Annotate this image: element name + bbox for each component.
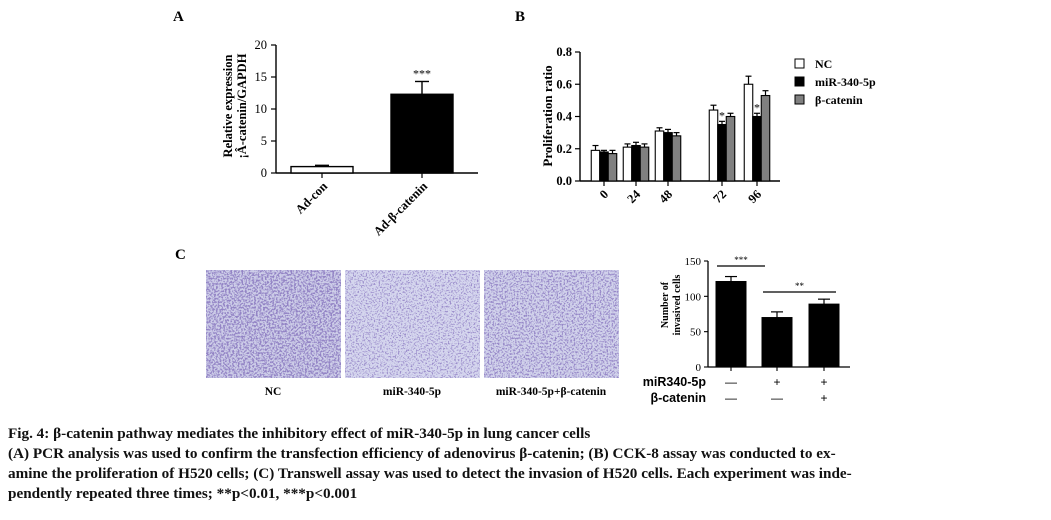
chart-b-ytick-label: 0.8 xyxy=(556,45,572,59)
micrograph-label-mir-340-5p: miR-340-5p xyxy=(383,386,441,398)
chart-b-bar-miR-340-5p xyxy=(663,132,673,182)
chart-b-bar-NC xyxy=(743,83,754,182)
chart-c-bar xyxy=(715,280,747,368)
chart-c-factor-label: β-catenin xyxy=(650,391,706,405)
chart-b-bar-β-catenin xyxy=(760,94,771,182)
chart-b-bar-β-catenin xyxy=(639,146,650,182)
chart-b-bar-β-catenin xyxy=(607,153,618,182)
chart-c-factor-mark: — xyxy=(771,391,783,405)
chart-a-xtick-label: Ad-con xyxy=(293,179,330,216)
chart-a-ylabel-1: Relative expression xyxy=(221,55,235,158)
chart-c-ytick-label: 50 xyxy=(690,327,702,339)
chart-a-bar xyxy=(290,165,354,174)
micrograph-label-mir-340-5p-beta-catenin: miR-340-5p+β-catenin xyxy=(496,386,607,398)
chart-a-bar xyxy=(390,93,454,174)
micrograph-mir-340-5p xyxy=(345,270,480,378)
chart-c-bar xyxy=(761,317,793,368)
chart-b-significance: * xyxy=(719,108,725,122)
caption-line-1: (A) PCR analysis was used to confirm the… xyxy=(8,445,836,462)
chart-a-ytick-label: 10 xyxy=(255,102,268,116)
caption-line-3: pendently repeated three times; **p<0.01… xyxy=(8,485,358,502)
chart-b-bar-miR-340-5p xyxy=(631,144,641,182)
chart-c-factor-mark: + xyxy=(820,375,827,389)
chart-c-significance-label: ** xyxy=(795,281,805,291)
caption-line-2: amine the proliferation of H520 cells; (… xyxy=(8,465,852,482)
panel-c-letter: C xyxy=(175,247,186,263)
chart-b-xtick-label: 0 xyxy=(597,187,611,201)
chart-b-ytick-label: 0.6 xyxy=(556,77,572,91)
chart-b-ytick-label: 0.0 xyxy=(556,174,572,188)
panel-b-letter: B xyxy=(515,9,525,25)
chart-c-factor-mark: + xyxy=(820,391,827,405)
chart-b-ytick-label: 0.4 xyxy=(556,110,572,124)
chart-c-ylabel-1: Number of xyxy=(660,281,671,328)
chart-a-ylabel-2: ¡Â-catenin/GAPDH xyxy=(235,53,249,158)
chart-c-ytick-label: 150 xyxy=(685,256,702,268)
chart-a-ytick-label: 0 xyxy=(261,166,267,180)
chart-a-xtick-label: Ad-β-catenin xyxy=(371,179,430,238)
chart-b-xtick-label: 96 xyxy=(745,187,764,206)
chart-b-bar-NC xyxy=(622,146,633,182)
chart-b-significance: * xyxy=(754,100,760,114)
chart-a-ytick-label: 15 xyxy=(255,70,268,84)
panel-a-letter: A xyxy=(173,9,184,25)
chart-b-ylabel: Proliferation ratio xyxy=(540,65,555,166)
chart-a-ytick-label: 20 xyxy=(255,38,268,52)
chart-b-bar-miR-340-5p xyxy=(752,115,762,182)
chart-b-bar-miR-340-5p xyxy=(717,124,727,182)
chart-b-legend-swatch xyxy=(794,94,805,105)
micrograph-label-nc: NC xyxy=(265,386,282,398)
chart-c-factor-mark: — xyxy=(725,391,737,405)
chart-c-factor-mark: + xyxy=(773,375,780,389)
chart-a: Relative expression ¡Â-catenin/GAPDH 0 5 1… xyxy=(221,38,478,238)
chart-b-legend-swatch xyxy=(794,58,805,69)
caption-title: Fig. 4: β-catenin pathway mediates the i… xyxy=(8,425,591,442)
chart-b: Proliferation ratio 0.0 0.2 0.4 0.6 0.8 0 24 48… xyxy=(540,45,876,206)
chart-c-factor-label: miR340-5p xyxy=(643,375,707,389)
chart-a-significance: *** xyxy=(413,66,431,80)
chart-a-ytick-label: 5 xyxy=(261,134,267,148)
chart-b-legend-label: NC xyxy=(815,57,832,71)
chart-b-bar-NC xyxy=(654,130,665,182)
chart-c-bar xyxy=(808,303,840,368)
chart-b-legend-swatch xyxy=(794,76,805,87)
chart-b-legend-label: β-catenin xyxy=(815,93,863,107)
chart-c-significance-label: *** xyxy=(734,255,748,265)
micrograph-mir-340-5p-beta-catenin xyxy=(484,270,619,378)
chart-b-xtick-label: 72 xyxy=(710,187,729,206)
figure-caption: Fig. 4: β-catenin pathway mediates the i… xyxy=(8,424,1043,504)
chart-b-ytick-label: 0.2 xyxy=(556,142,572,156)
chart-c-ytick-label: 100 xyxy=(685,291,702,303)
chart-c-factor-mark: — xyxy=(725,375,737,389)
figure-canvas: A B C Relative expression ¡Â-catenin/GAP… xyxy=(173,9,876,405)
chart-b-bar-NC xyxy=(708,109,719,182)
chart-b-legend-label: miR-340-5p xyxy=(815,75,876,89)
micrograph-nc xyxy=(206,270,341,378)
chart-b-bar-β-catenin xyxy=(671,135,682,182)
chart-c-ylabel-2: invasived cells xyxy=(672,274,683,335)
chart-b-bar-miR-340-5p xyxy=(599,151,609,182)
chart-b-bar-NC xyxy=(590,149,601,182)
chart-b-xtick-label: 24 xyxy=(624,187,643,206)
chart-c-ytick-label: 0 xyxy=(696,362,702,374)
chart-b-xtick-label: 48 xyxy=(656,187,675,206)
chart-b-bar-β-catenin xyxy=(725,115,736,182)
